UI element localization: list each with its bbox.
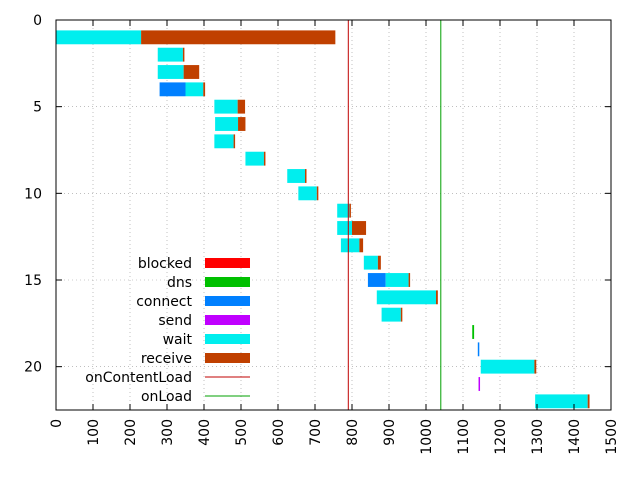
legend-label: dns [167, 275, 192, 291]
bar-wait [480, 359, 535, 374]
bar-wait [56, 30, 142, 45]
bar-wait [157, 47, 183, 62]
legend-label: onContentLoad [85, 370, 192, 386]
x-tick-label: 400 [197, 419, 213, 446]
bar-receive [352, 221, 367, 235]
bar-receive [377, 255, 381, 270]
x-tick-label: 100 [86, 419, 102, 446]
x-tick-label: 1100 [456, 419, 472, 455]
y-tick-label: 5 [33, 100, 42, 116]
bar-receive [203, 82, 206, 97]
bar-receive [305, 169, 307, 183]
x-tick-label: 800 [345, 419, 361, 446]
x-tick-label: 700 [308, 419, 324, 446]
y-tick-label: 0 [33, 13, 42, 29]
plot-frame [55, 19, 612, 411]
bar-receive [534, 359, 537, 374]
bar-wait [287, 169, 306, 183]
bar-receive [349, 203, 351, 218]
legend-label: blocked [138, 256, 192, 272]
x-tick-label: 1400 [567, 419, 583, 455]
x-tick-label: 200 [123, 419, 139, 446]
y-tick-label: 15 [24, 273, 42, 289]
x-tick-label: 1300 [530, 419, 546, 455]
legend: blocked dns connect send wait receive onConten… [85, 256, 250, 405]
grid [56, 20, 611, 410]
legend-label: wait [163, 332, 193, 348]
bar-wait [381, 307, 401, 322]
x-tick-label: 500 [234, 419, 250, 446]
legend-swatch-blocked [205, 258, 250, 268]
legend-swatch-connect [205, 296, 250, 306]
bar-wait [363, 255, 378, 270]
bar-wait [215, 117, 239, 131]
bar-dns [472, 325, 475, 339]
bar-receive [408, 273, 411, 287]
y-tick-label: 10 [24, 186, 42, 202]
bar-receive [263, 151, 266, 166]
bar-wait [157, 65, 184, 79]
axes: 0 100 200 300 400 500 600 700 800 900 1000 1100 1200… [24, 13, 620, 455]
bar-receive [400, 307, 403, 322]
bar-receive [141, 30, 336, 45]
legend-swatch-receive [205, 353, 250, 363]
x-tick-label: 1000 [419, 419, 435, 455]
bar-connect [367, 273, 386, 287]
bar-wait [376, 290, 436, 305]
bar-receive [359, 238, 364, 253]
y-tick-label: 20 [24, 360, 42, 376]
legend-label: receive [141, 351, 192, 367]
x-tick-label: 1200 [493, 419, 509, 455]
bar-wait [535, 394, 588, 409]
legend-swatch-send [205, 315, 250, 325]
request-bars [56, 30, 590, 409]
bar-receive [237, 99, 246, 114]
bar-receive [182, 47, 185, 62]
bar-connect [477, 342, 480, 357]
bar-wait [337, 203, 350, 218]
bar-wait [340, 238, 360, 253]
bar-send [478, 377, 481, 391]
bar-receive [233, 134, 236, 149]
x-tick-label: 300 [160, 419, 176, 446]
legend-label: send [158, 313, 192, 329]
x-tick-label: 900 [382, 419, 398, 446]
bar-receive [435, 290, 438, 305]
bar-receive [587, 394, 590, 409]
bar-wait [245, 151, 264, 166]
legend-label: onLoad [141, 389, 192, 405]
legend-label: connect [136, 294, 192, 310]
x-tick-label: 1500 [604, 419, 620, 455]
x-tick-label: 600 [271, 419, 287, 446]
bar-connect [159, 82, 186, 97]
bar-wait [214, 134, 234, 149]
legend-swatch-dns [205, 277, 250, 287]
legend-swatch-wait [205, 334, 250, 344]
bar-wait [337, 221, 352, 235]
timing-markers [347, 20, 442, 410]
bar-receive [238, 117, 246, 131]
bar-wait [185, 82, 204, 97]
bar-wait [298, 186, 317, 201]
bar-receive [183, 65, 200, 79]
bar-wait [214, 99, 238, 114]
bar-receive [316, 186, 319, 201]
x-tick-label: 0 [49, 419, 65, 428]
bar-wait [385, 273, 409, 287]
